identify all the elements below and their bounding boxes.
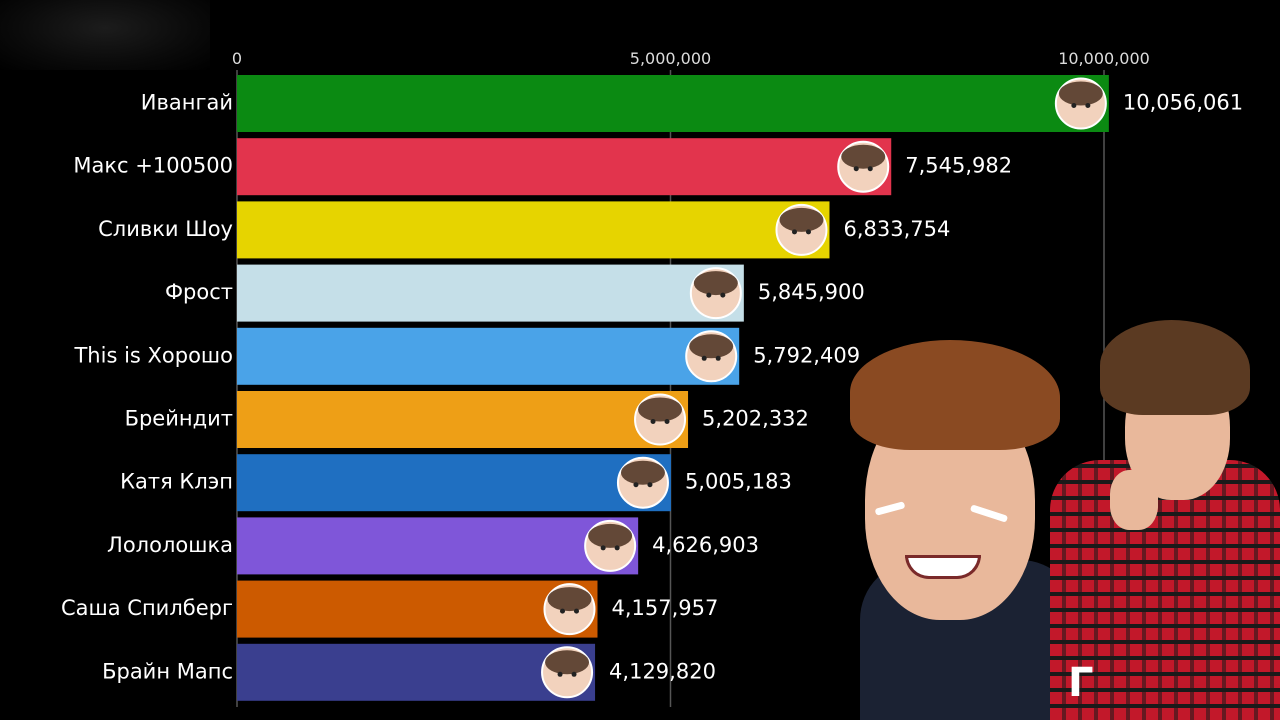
x-tick-label: 10,000,000 <box>1058 49 1150 68</box>
bar <box>237 264 744 322</box>
group-avatar-icon <box>634 393 687 446</box>
bar <box>237 580 598 638</box>
category-label: Саша Спилберг <box>61 596 233 620</box>
value-label: 4,157,957 <box>611 596 718 620</box>
category-label: Катя Клэп <box>120 470 233 494</box>
value-label: 6,833,754 <box>843 217 950 241</box>
cartoon-character-avatar-icon <box>584 519 637 572</box>
category-label: Брайн Мапс <box>102 659 233 683</box>
value-label: 5,845,900 <box>758 280 865 304</box>
cat-avatar-icon <box>775 203 828 256</box>
corner-text: Г <box>1068 660 1094 706</box>
value-label: 4,129,820 <box>609 659 716 683</box>
bar <box>237 517 639 575</box>
category-label: Брейндит <box>125 407 233 431</box>
person-photo-face-paint <box>820 330 1080 720</box>
x-axis-ticks: 0 5,000,000 10,000,000 <box>232 49 1150 68</box>
value-label: 5,792,409 <box>753 343 860 367</box>
category-label: Лололошка <box>107 533 233 557</box>
bar <box>237 327 740 385</box>
young-man-avatar-icon <box>541 646 594 699</box>
man-in-cap-avatar-icon <box>689 267 742 320</box>
bar <box>237 201 830 259</box>
x-tick-label: 5,000,000 <box>630 49 711 68</box>
person-photo-checkered-shirt <box>1040 320 1280 720</box>
blurred-watermark <box>0 0 210 70</box>
bar <box>237 138 892 196</box>
bar <box>237 454 671 512</box>
bearded-man-avatar-icon <box>837 140 890 193</box>
bars: Ивангай 10,056,061 Макс +100500 7,545,982 Сл… <box>61 75 1243 701</box>
category-label: Фрост <box>165 280 233 304</box>
value-label: 7,545,982 <box>905 154 1012 178</box>
value-label: 5,005,183 <box>685 470 792 494</box>
value-label: 4,626,903 <box>652 533 759 557</box>
value-label: 5,202,332 <box>702 407 809 431</box>
category-label: Сливки Шоу <box>98 217 233 241</box>
category-label: Ивангай <box>141 91 233 115</box>
x-tick-label: 0 <box>232 49 242 68</box>
bar <box>237 643 596 701</box>
smiling-man-avatar-icon <box>685 330 738 383</box>
category-label: This is Хорошо <box>73 343 233 367</box>
value-label: 10,056,061 <box>1123 91 1243 115</box>
bar <box>237 75 1109 132</box>
anime-boy-avatar-icon <box>1054 77 1107 130</box>
bar <box>237 391 689 448</box>
category-label: Макс +100500 <box>73 154 233 178</box>
red-haired-girl-avatar-icon <box>616 456 669 509</box>
girl-avatar-icon <box>543 583 596 636</box>
